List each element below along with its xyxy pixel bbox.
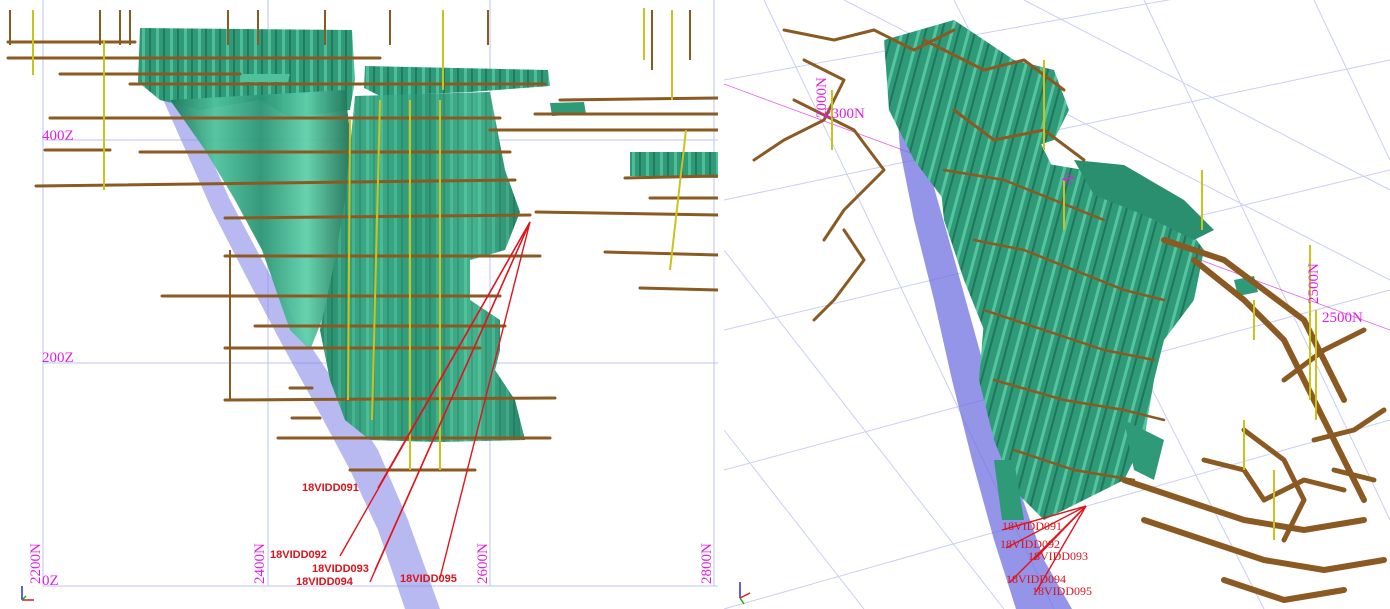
fault-plane	[896, 92, 1072, 609]
elevation-label-0z: 0Z	[42, 573, 59, 589]
fault-plane	[150, 68, 440, 609]
long-section-canvas[interactable]: 400Z 200Z 0Z 2200N 2400N 2600N 2800N 18V…	[0, 0, 718, 609]
long-section-view[interactable]: 400Z 200Z 0Z 2200N 2400N 2600N 2800N 18V…	[0, 0, 718, 609]
hole-label-18vidd093: 18VIDD093	[312, 563, 369, 575]
drillhole-traces-yellow	[32, 8, 687, 470]
northing-label-2000n: 2000N	[814, 77, 830, 118]
elevation-label-200z: 200Z	[42, 350, 74, 366]
hole-label-18vidd094: 18VIDD094	[1006, 572, 1066, 586]
vertical-raises	[9, 10, 691, 400]
hole-label-18vidd091: 18VIDD091	[302, 482, 359, 494]
drillhole-fan	[339, 221, 531, 583]
drillhole-traces-yellow	[831, 60, 1317, 540]
axis-triad-icon	[21, 586, 34, 601]
hole-label-18vidd091: 18VIDD091	[1002, 519, 1062, 533]
northing-label-2200n: 2200N	[28, 543, 44, 584]
development-levels	[6, 40, 718, 472]
orebody-shape	[884, 20, 1258, 520]
hole-label-18vidd092: 18VIDD092	[1000, 537, 1060, 551]
northing-label-2800n: 2800N	[699, 543, 715, 584]
northing-label-2300n: 2300N	[824, 106, 865, 122]
hole-label-18vidd095: 18VIDD095	[1032, 584, 1092, 598]
hole-label-18vidd093: 18VIDD093	[1028, 549, 1088, 563]
northing-label-2500n-horizontal: 2500N	[1322, 310, 1363, 326]
northing-label-2600n: 2600N	[475, 543, 491, 584]
hole-label-18vidd095: 18VIDD095	[400, 573, 457, 585]
elevation-label-400z: 400Z	[42, 128, 74, 144]
perspective-view[interactable]: 2000N 2300N 2500N 2500N N 18VIDD091 18VI…	[724, 0, 1390, 609]
drillhole-fan	[1001, 505, 1087, 593]
northing-label-2400n: 2400N	[252, 543, 268, 584]
northing-label-2500n-vertical: 2500N	[1306, 263, 1322, 304]
axis-triad-icon	[739, 582, 751, 605]
hole-label-18vidd094: 18VIDD094	[296, 576, 354, 588]
perspective-canvas[interactable]: 2000N 2300N 2500N 2500N N 18VIDD091 18VI…	[724, 0, 1390, 609]
hole-label-18vidd092: 18VIDD092	[270, 549, 327, 561]
view-divider	[718, 0, 724, 609]
